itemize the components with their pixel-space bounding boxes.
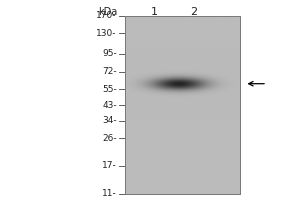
Text: 34-: 34- (102, 116, 117, 125)
Bar (124, 16, 240, 194)
Text: 1: 1 (151, 7, 158, 17)
Text: 130-: 130- (96, 29, 117, 38)
Text: kDa: kDa (98, 7, 117, 17)
Text: 55-: 55- (102, 85, 117, 94)
Text: 95-: 95- (102, 49, 117, 58)
Text: 170-: 170- (96, 11, 117, 21)
Text: 2: 2 (190, 7, 197, 17)
Text: 72-: 72- (102, 67, 117, 76)
Text: 43-: 43- (102, 101, 117, 110)
Text: 17-: 17- (102, 161, 117, 170)
Bar (124, 16, 240, 194)
Text: 26-: 26- (102, 134, 117, 143)
Text: 11-: 11- (102, 190, 117, 198)
